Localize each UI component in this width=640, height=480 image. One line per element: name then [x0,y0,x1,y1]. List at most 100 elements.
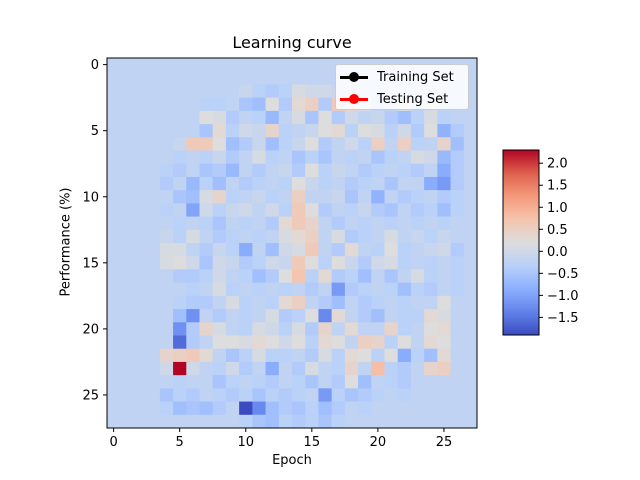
heatmap-cell [424,361,438,376]
heatmap-cell [344,190,359,204]
heatmap-cell [212,335,227,350]
heatmap-cell [424,414,438,429]
heatmap-cell [292,282,306,297]
heatmap-cell [199,295,214,310]
heatmap-cell [463,348,478,363]
heatmap-cell [252,216,266,231]
heatmap-cell [305,295,319,310]
heatmap-cell [358,216,372,231]
heatmap-cell [146,282,161,297]
heatmap-cell [199,71,214,85]
colorbar-segment [503,184,539,188]
x-tick-label: 25 [436,435,453,450]
heatmap-cell [239,309,253,323]
colorbar-segment [503,226,539,229]
colorbar-segment [503,234,539,237]
heatmap-cell [239,361,253,376]
heatmap-cell [292,84,306,99]
heatmap-cell [450,388,465,402]
heatmap-cell [133,137,148,151]
heatmap-cell [463,243,478,257]
heatmap-cell [371,361,385,376]
heatmap-cell [424,203,438,217]
heatmap-cell [265,71,280,85]
heatmap-cell [292,401,306,416]
heatmap-cell [133,375,148,389]
heatmap-cell [463,322,478,336]
heatmap-cell [252,414,266,429]
heatmap-cell [424,163,438,178]
heatmap-cell [437,361,451,376]
heatmap-cell [133,110,148,125]
heatmap-cell [463,216,478,231]
heatmap-cell [107,229,121,244]
legend: Training Set Testing Set [335,64,469,110]
heatmap-cell [120,361,134,376]
heatmap-cell [410,282,425,297]
colorbar-segment [503,314,539,317]
heatmap-cell [199,58,214,72]
heatmap-cell [318,150,333,165]
colorbar-axis: −1.5 −1.0 −0.5 0.0 0.5 1.0 1.5 2.0 [539,157,579,326]
heatmap-cell [173,401,187,416]
heatmap-cell [331,388,346,402]
heatmap-cell [186,150,200,165]
heatmap-cell [384,190,399,204]
heatmap-cell [278,110,293,125]
heatmap-cell [437,256,451,270]
colorbar-segment [503,152,539,155]
heatmap-cell [344,110,359,125]
heatmap-cell [397,335,412,350]
heatmap-cell [212,150,227,165]
heatmap-cell [292,361,306,376]
heatmap-cell [318,335,333,350]
heatmap-cell [292,71,306,85]
heatmap-cell [252,137,266,151]
heatmap-cell [424,190,438,204]
heatmap-cell [371,295,385,310]
heatmap-cell [225,97,240,112]
colorbar-frame [502,149,540,336]
heatmap-cell [212,110,227,125]
heatmap-cell [186,163,200,178]
colorbar-segment [503,281,539,285]
heatmap-cell [199,84,214,99]
heatmap-cell [173,309,187,323]
heatmap-cell [384,282,399,297]
heatmap-cell [437,137,451,151]
heatmap-cell [133,295,148,310]
colorbar-segment [503,269,539,272]
heatmap-cell [212,322,227,336]
colorbar-segment [503,258,539,262]
heatmap-cell [225,243,240,257]
heatmap-cell [424,150,438,165]
heatmap-cell [278,388,293,402]
x-tick-label: 10 [237,435,254,450]
heatmap-cell [410,309,425,323]
heatmap-cell [358,309,372,323]
heatmap-cell [265,203,280,217]
y-tick-label: 5 [91,124,99,139]
heatmap-cell [212,203,227,217]
heatmap-cell [397,414,412,429]
heatmap-cell [384,388,399,402]
heatmap-cell [107,71,121,85]
heatmap-cell [450,269,465,284]
heatmap-cell [159,282,174,297]
heatmap-cell [120,335,134,350]
heatmap-cell [437,282,451,297]
heatmap-cell [133,124,148,138]
heatmap-cell [424,282,438,297]
heatmap-cell [278,58,293,72]
heatmap-cell [159,388,174,402]
heatmap-cell [331,150,346,165]
heatmap-cell [292,309,306,323]
heatmap-cell [120,388,134,402]
heatmap-cell [450,216,465,231]
heatmap-cell [265,361,280,376]
heatmap-cell [225,137,240,151]
heatmap-cell [305,216,319,231]
heatmap-cell [318,176,333,191]
heatmap-cell [450,282,465,297]
